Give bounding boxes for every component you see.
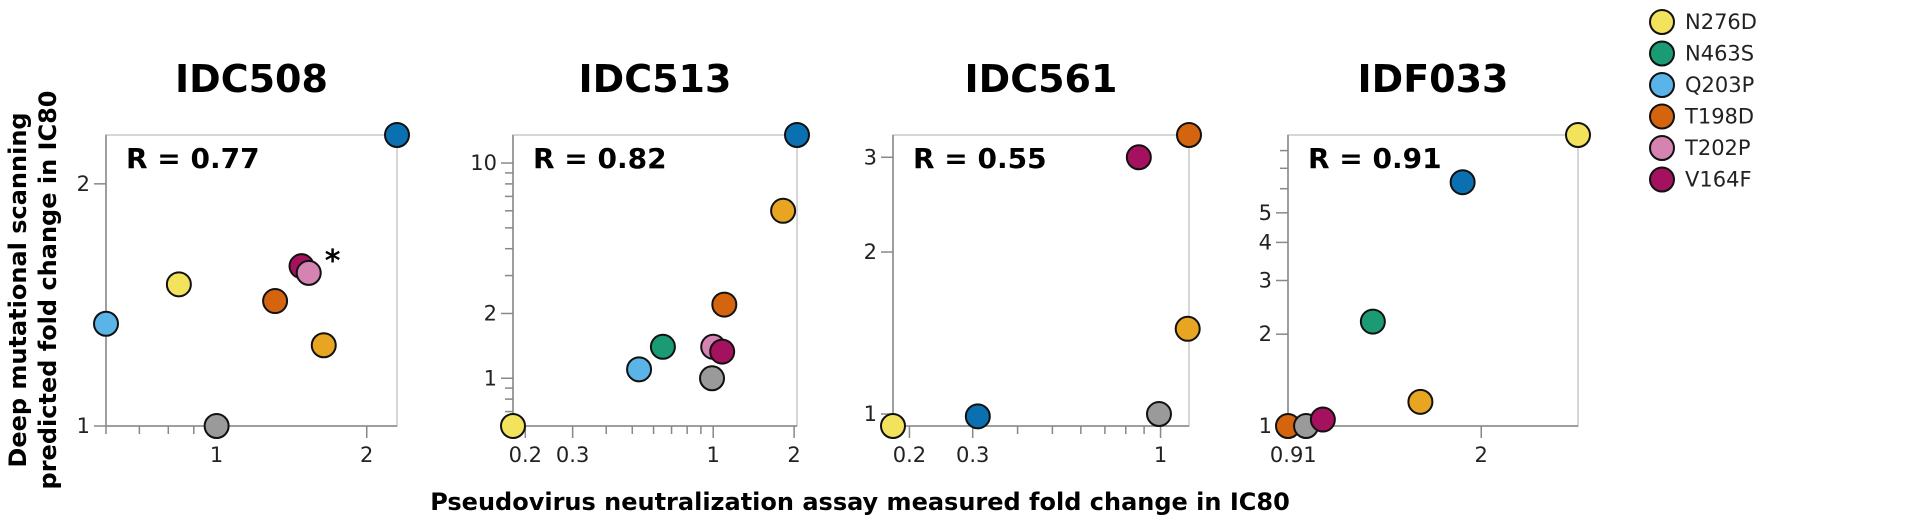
point-n463s	[649, 333, 676, 360]
y-tick-label: 1	[1259, 414, 1272, 438]
point-unlabeled-blue	[384, 122, 410, 148]
correlation-label: R = 0.55	[913, 142, 1047, 175]
legend-marker	[1649, 72, 1675, 98]
legend-marker	[1649, 135, 1675, 161]
legend-marker	[1649, 103, 1675, 130]
point-v164f	[709, 338, 736, 365]
point-n276d	[880, 413, 906, 439]
y-tick-label: 4	[1259, 230, 1272, 254]
legend-item-q203p: Q203P	[1649, 72, 1754, 98]
point-q203p	[93, 310, 119, 337]
x-axis-title: Pseudovirus neutralization assay measure…	[430, 488, 1290, 516]
x-tick-label: 0.3	[556, 443, 589, 467]
x-tick-label: 0.2	[509, 443, 542, 467]
legend-label: N276D	[1685, 10, 1757, 34]
plot-frame	[892, 134, 1190, 427]
legend-item-n463s: N463S	[1649, 40, 1754, 67]
panel-title: IDC508	[175, 57, 328, 101]
plot-frame	[1287, 134, 1579, 427]
panel-title: IDC561	[965, 57, 1118, 101]
y-tick-label: 1	[864, 402, 877, 426]
y-tick-label: 2	[1259, 322, 1272, 346]
point-unlabeled-orange	[1174, 315, 1201, 342]
point-unlabeled-blue	[1449, 169, 1476, 196]
x-tick-label: 1	[707, 443, 720, 467]
panel-idf033: IDF033 R = 0.91 0.91 2 1 2 3 4 5	[1259, 57, 1591, 467]
point-unlabeled-orange	[1407, 388, 1434, 415]
legend-marker	[1649, 9, 1675, 35]
correlation-label: R = 0.82	[533, 142, 667, 175]
y-tick-label: 1	[484, 366, 497, 390]
legend-label: N463S	[1685, 42, 1754, 66]
point-unlabeled-orange	[770, 197, 797, 224]
correlation-label: R = 0.77	[126, 142, 260, 175]
point-t202p	[295, 259, 322, 286]
y-tick-label: 2	[77, 172, 90, 196]
point-unlabeled-gray	[1145, 401, 1172, 428]
x-tick-label: 1	[210, 443, 223, 467]
legend-label: V164F	[1685, 168, 1752, 192]
y-tick-label: 10	[470, 151, 497, 175]
x-tick-label: 2	[787, 443, 800, 467]
y-tick-label: 1	[77, 414, 90, 438]
point-unlabeled-blue	[784, 122, 810, 148]
legend-item-n276d: N276D	[1649, 9, 1757, 35]
panel-idc513: IDC513 R = 0.82 0.2 0.3 1 2 1 2 10	[470, 57, 810, 467]
panel-idc508: IDC508 R = 0.77 1 2 1 2 *	[77, 57, 410, 467]
plot-frame	[512, 134, 798, 427]
legend-item-v164f: V164F	[1649, 166, 1752, 193]
legend-marker	[1649, 166, 1675, 193]
point-unlabeled-gray	[699, 365, 726, 392]
point-unlabeled-gray	[203, 413, 230, 439]
legend-label: T202P	[1684, 136, 1751, 160]
panel-idc561: IDC561 R = 0.55 0.2 0.3 1 1 2 3	[864, 57, 1202, 467]
point-n463s	[1359, 308, 1386, 335]
legend-label: T198D	[1684, 105, 1754, 129]
y-axis-title-line-2: predicted fold change in IC80	[34, 91, 62, 490]
point-v164f	[1309, 406, 1336, 433]
x-tick-label: 0.91	[1270, 443, 1317, 467]
y-tick-label: 2	[484, 301, 497, 325]
legend-item-t202p: T202P	[1649, 135, 1751, 161]
y-tick-label: 3	[864, 145, 877, 169]
x-tick-label: 0.3	[956, 443, 989, 467]
point-t198d	[1176, 122, 1202, 148]
panel-title: IDC513	[579, 57, 732, 101]
panel-title: IDF033	[1358, 57, 1509, 101]
legend-marker	[1649, 40, 1675, 67]
point-v164f	[1125, 144, 1152, 171]
point-t198d	[262, 288, 289, 315]
point-n276d	[165, 271, 192, 298]
plot-frame	[105, 134, 398, 427]
correlation-label: R = 0.91	[1308, 142, 1442, 175]
significance-annotation: *	[325, 244, 341, 279]
point-n276d	[1565, 122, 1591, 148]
y-axis-title-line-1: Deep mutational scanning	[4, 112, 32, 467]
point-unlabeled-orange	[310, 332, 337, 359]
legend-label: Q203P	[1685, 73, 1754, 97]
x-tick-label: 2	[1475, 443, 1488, 467]
point-unlabeled-blue	[964, 403, 991, 430]
x-tick-label: 2	[360, 443, 373, 467]
point-t198d	[711, 291, 738, 318]
x-tick-label: 1	[1154, 443, 1167, 467]
point-n276d	[500, 413, 526, 439]
panels-group: IDC508 R = 0.77 1 2 1 2 * IDC513 R = 0.82 0.2 0.3 1…	[77, 57, 1591, 467]
x-tick-label: 0.2	[893, 443, 926, 467]
y-tick-label: 2	[864, 240, 877, 264]
legend: N276D N463S Q203P T198D T202P V164F	[1649, 9, 1757, 193]
y-tick-label: 5	[1259, 201, 1272, 225]
point-q203p	[626, 356, 653, 383]
y-tick-label: 3	[1259, 269, 1272, 293]
legend-item-t198d: T198D	[1649, 103, 1754, 130]
